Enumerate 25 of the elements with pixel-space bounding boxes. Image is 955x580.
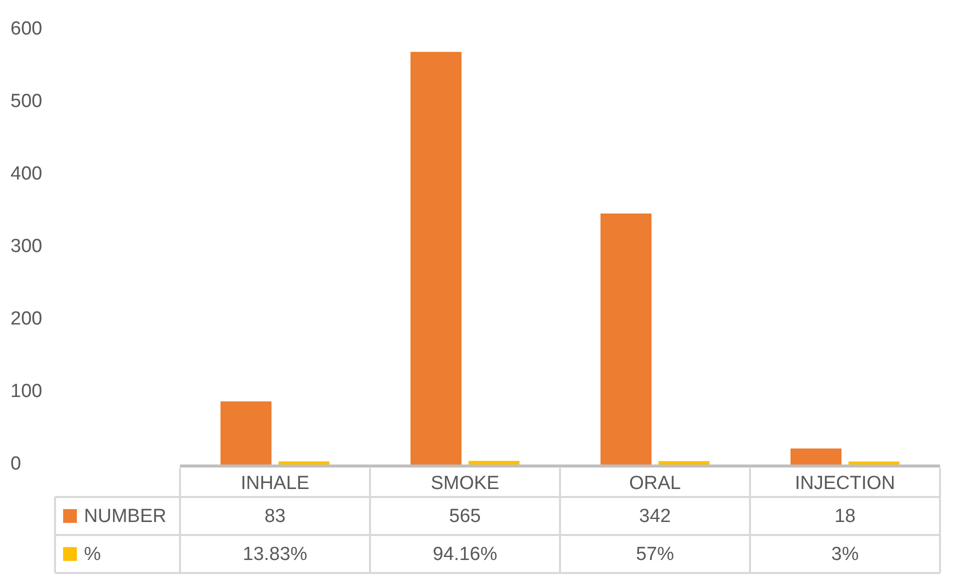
y-tick-label: 300 bbox=[10, 236, 42, 257]
y-tick-label: 100 bbox=[10, 381, 42, 402]
x-tick-label: SMOKE bbox=[430, 473, 500, 494]
data-label: 57% bbox=[636, 544, 674, 565]
data-label: 83 bbox=[264, 506, 286, 527]
y-tick-label: 200 bbox=[10, 308, 42, 330]
data-label: 18 bbox=[834, 506, 856, 527]
bar bbox=[790, 448, 842, 464]
data-label: 94.16% bbox=[432, 544, 498, 565]
bar bbox=[410, 52, 462, 464]
y-tick-label: 500 bbox=[10, 91, 42, 112]
y-tick-label: 600 bbox=[10, 18, 42, 40]
bar bbox=[220, 401, 272, 464]
data-label: 565 bbox=[449, 506, 481, 527]
data-label: 342 bbox=[639, 506, 671, 527]
bar bbox=[600, 214, 652, 464]
y-tick-label: 400 bbox=[10, 164, 42, 184]
data-label: 3% bbox=[831, 544, 859, 565]
x-tick-label: ORAL bbox=[629, 473, 681, 494]
legend-label: % bbox=[84, 544, 101, 565]
legend-label: NUMBER bbox=[84, 506, 166, 527]
y-tick-label: 0 bbox=[10, 454, 22, 474]
x-tick-label: INJECTION bbox=[794, 473, 896, 494]
x-tick-label: INHALE bbox=[240, 473, 310, 494]
data-label: 13.83% bbox=[242, 544, 308, 565]
